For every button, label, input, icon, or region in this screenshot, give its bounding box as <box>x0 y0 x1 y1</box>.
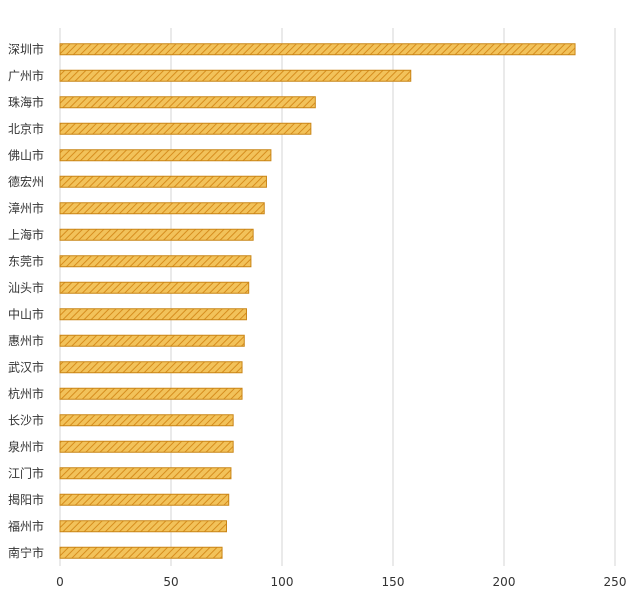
category-label: 北京市 <box>8 121 44 136</box>
bar <box>59 43 576 56</box>
bar <box>59 202 265 215</box>
bar <box>59 334 245 347</box>
bars <box>59 43 576 559</box>
category-label: 长沙市 <box>8 412 44 427</box>
category-label: 东莞市 <box>8 253 44 268</box>
category-label: 武汉市 <box>8 359 44 374</box>
category-label: 上海市 <box>8 227 44 242</box>
x-tick-label: 100 <box>271 575 294 589</box>
category-label: 中山市 <box>8 306 44 321</box>
bar <box>59 467 232 480</box>
bar <box>59 122 312 135</box>
category-label: 揭阳市 <box>8 492 44 507</box>
bar <box>59 281 250 294</box>
category-label: 南宁市 <box>8 545 44 560</box>
category-label: 深圳市 <box>8 41 44 56</box>
x-axis-ticks: 0 50 100 150 200 250 <box>56 575 626 589</box>
x-tick-label: 50 <box>163 575 178 589</box>
x-tick-label: 150 <box>382 575 405 589</box>
category-label: 佛山市 <box>8 147 44 162</box>
bar <box>59 175 267 188</box>
x-tick-label: 0 <box>56 575 64 589</box>
category-label: 福州市 <box>8 518 44 533</box>
x-tick-label: 250 <box>604 575 627 589</box>
grid-lines <box>59 28 616 566</box>
category-label: 广州市 <box>8 68 44 83</box>
category-label: 杭州市 <box>8 386 44 401</box>
category-label: 汕头市 <box>8 280 44 295</box>
category-label: 珠海市 <box>8 94 44 109</box>
bar <box>59 520 227 533</box>
category-label: 德宏州 <box>8 174 44 189</box>
x-tick-label: 200 <box>493 575 516 589</box>
bar <box>59 308 247 321</box>
category-label: 江门市 <box>8 465 44 480</box>
category-label: 泉州市 <box>8 439 44 454</box>
category-labels: 深圳市广州市珠海市北京市佛山市德宏州漳州市上海市东莞市汕头市中山市惠州市武汉市杭… <box>8 41 44 560</box>
bar <box>59 387 243 400</box>
bar <box>59 69 412 82</box>
bar <box>59 546 223 559</box>
bar <box>59 149 272 162</box>
bar <box>59 96 316 109</box>
bar <box>59 361 243 374</box>
category-label: 漳州市 <box>8 200 44 215</box>
bar <box>59 255 252 268</box>
bar <box>59 414 234 427</box>
bar <box>59 493 230 506</box>
category-label: 惠州市 <box>8 333 44 348</box>
bar <box>59 228 254 241</box>
bar <box>59 440 234 453</box>
